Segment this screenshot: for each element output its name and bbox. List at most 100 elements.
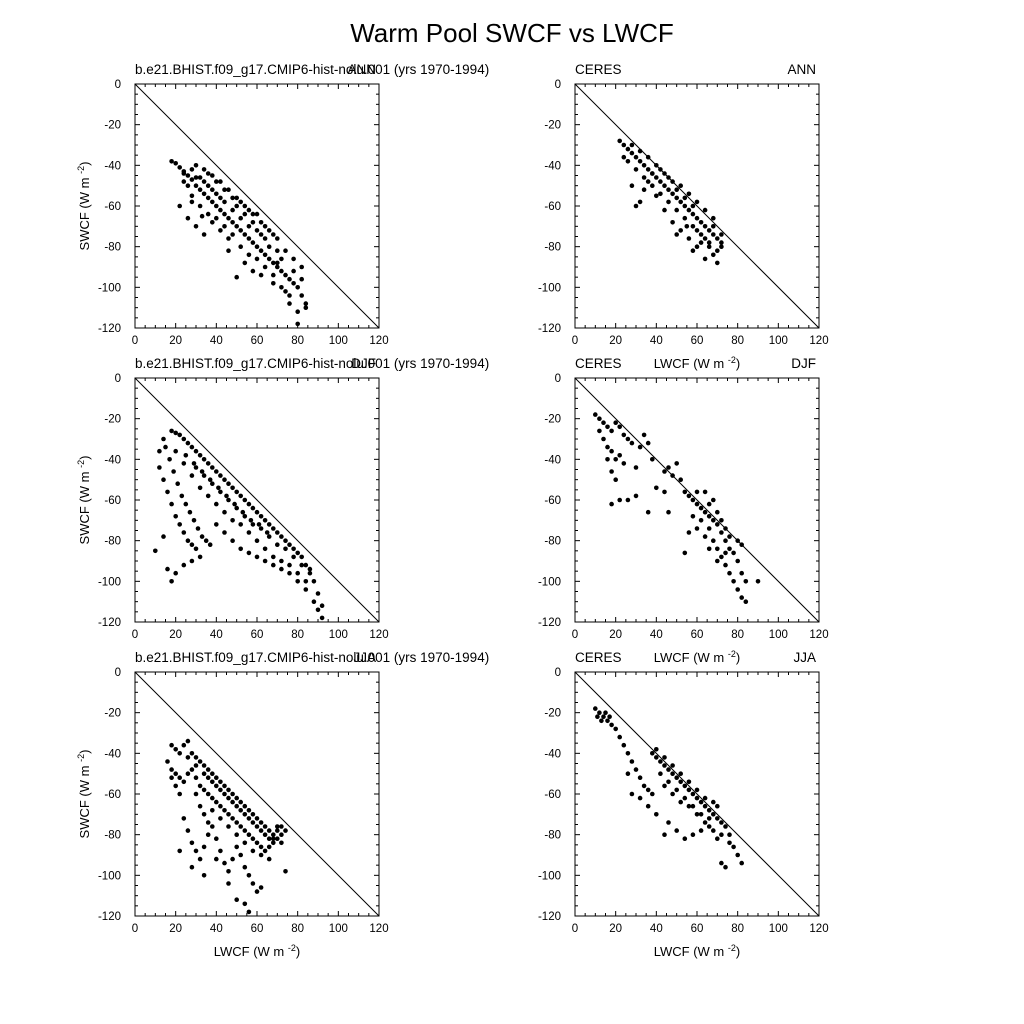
scatter-point [246, 530, 252, 535]
y-tick-label: -20 [544, 414, 561, 426]
scatter-point [214, 775, 219, 780]
scatter-point [210, 808, 215, 813]
scatter-point [658, 167, 663, 172]
x-tick-label: 80 [291, 629, 304, 641]
scatter-point [189, 864, 195, 870]
scatter-point [234, 795, 239, 801]
scatter-point [250, 836, 256, 841]
x-tick-label: 40 [210, 629, 223, 641]
scatter-point [641, 432, 647, 438]
scatter-point [222, 808, 227, 813]
scatter-point [650, 791, 655, 797]
scatter-point [254, 228, 260, 233]
x-axis-label: LWCF (W m -2) [654, 649, 741, 665]
scatter-point [169, 775, 174, 780]
scatter-point [690, 203, 696, 209]
x-tick-label: 60 [251, 335, 264, 347]
scatter-point [242, 840, 248, 846]
scatter-point [230, 232, 235, 237]
scatter-point [254, 554, 260, 560]
scatter-point [654, 193, 659, 199]
scatter-point [193, 763, 199, 768]
scatter-point [218, 848, 223, 854]
scatter-point [706, 816, 712, 821]
scatter-point [727, 534, 732, 539]
panel-right-title: JJA [353, 650, 376, 665]
scatter-point [195, 526, 201, 531]
scatter-point [169, 428, 174, 434]
scatter-point [629, 142, 635, 148]
scatter-point [189, 840, 195, 846]
scatter-point [193, 465, 199, 470]
scatter-point [197, 453, 203, 458]
scatter-point [654, 485, 659, 491]
scatter-point [735, 587, 740, 592]
scatter-point [199, 213, 205, 219]
scatter-point [715, 509, 720, 515]
scatter-point [201, 787, 207, 793]
scatter-point [262, 824, 268, 829]
scatter-point [607, 714, 612, 719]
scatter-point [702, 236, 708, 241]
scatter-point [613, 420, 618, 426]
scatter-point [670, 473, 675, 478]
scatter-point [711, 812, 716, 817]
scatter-point [658, 771, 663, 776]
scatter-point [238, 808, 243, 813]
scatter-point [291, 546, 296, 552]
scatter-point [254, 211, 260, 217]
scatter-point [605, 457, 610, 462]
scatter-point [637, 159, 643, 164]
scatter-panel-1: b.e21.BHIST.f09_g17.CMIP6-hist-nolu.001 … [76, 62, 489, 347]
scatter-point [242, 864, 248, 870]
scatter-point [698, 812, 704, 817]
scatter-point [161, 436, 166, 442]
scatter-point [161, 477, 166, 483]
y-tick-label: -20 [104, 708, 121, 720]
scatter-point [193, 546, 199, 552]
scatter-point [739, 542, 744, 547]
scatter-point [743, 599, 749, 604]
scatter-point [299, 264, 305, 270]
scatter-point [185, 771, 191, 776]
scatter-point [193, 775, 199, 780]
scatter-point [234, 820, 239, 825]
scatter-point [678, 799, 683, 805]
scatter-point [694, 489, 700, 495]
scatter-point [189, 444, 195, 450]
scatter-point [686, 493, 692, 499]
scatter-point [609, 428, 614, 434]
scatter-point [311, 599, 317, 604]
scatter-point [275, 248, 280, 253]
scatter-point [177, 165, 182, 170]
scatter-point [670, 191, 675, 197]
x-tick-label: 20 [169, 335, 182, 347]
scatter-point [271, 232, 276, 237]
x-tick-label: 120 [369, 629, 388, 641]
y-tick-label: -40 [104, 454, 121, 466]
scatter-point [295, 550, 301, 556]
scatter-point [205, 493, 211, 499]
scatter-point [210, 199, 215, 205]
scatter-point [666, 465, 671, 470]
scatter-point [157, 465, 162, 470]
scatter-point [189, 542, 195, 547]
scatter-points [169, 159, 309, 327]
scatter-point [719, 860, 724, 866]
scatter-point [205, 171, 211, 176]
scatter-point [201, 771, 207, 776]
scatter-point [230, 207, 235, 213]
scatter-point [723, 526, 728, 531]
scatter-point [214, 215, 219, 221]
scatter-point [179, 493, 185, 499]
scatter-point [238, 228, 243, 233]
x-tick-label: 60 [251, 923, 264, 935]
scatter-point [230, 538, 235, 543]
y-tick-label: -20 [544, 708, 561, 720]
scatter-point [739, 570, 744, 576]
scatter-point [690, 224, 696, 229]
scatter-point [201, 191, 207, 197]
scatter-point [254, 824, 260, 829]
scatter-point [226, 187, 231, 192]
scatter-point [698, 232, 704, 237]
